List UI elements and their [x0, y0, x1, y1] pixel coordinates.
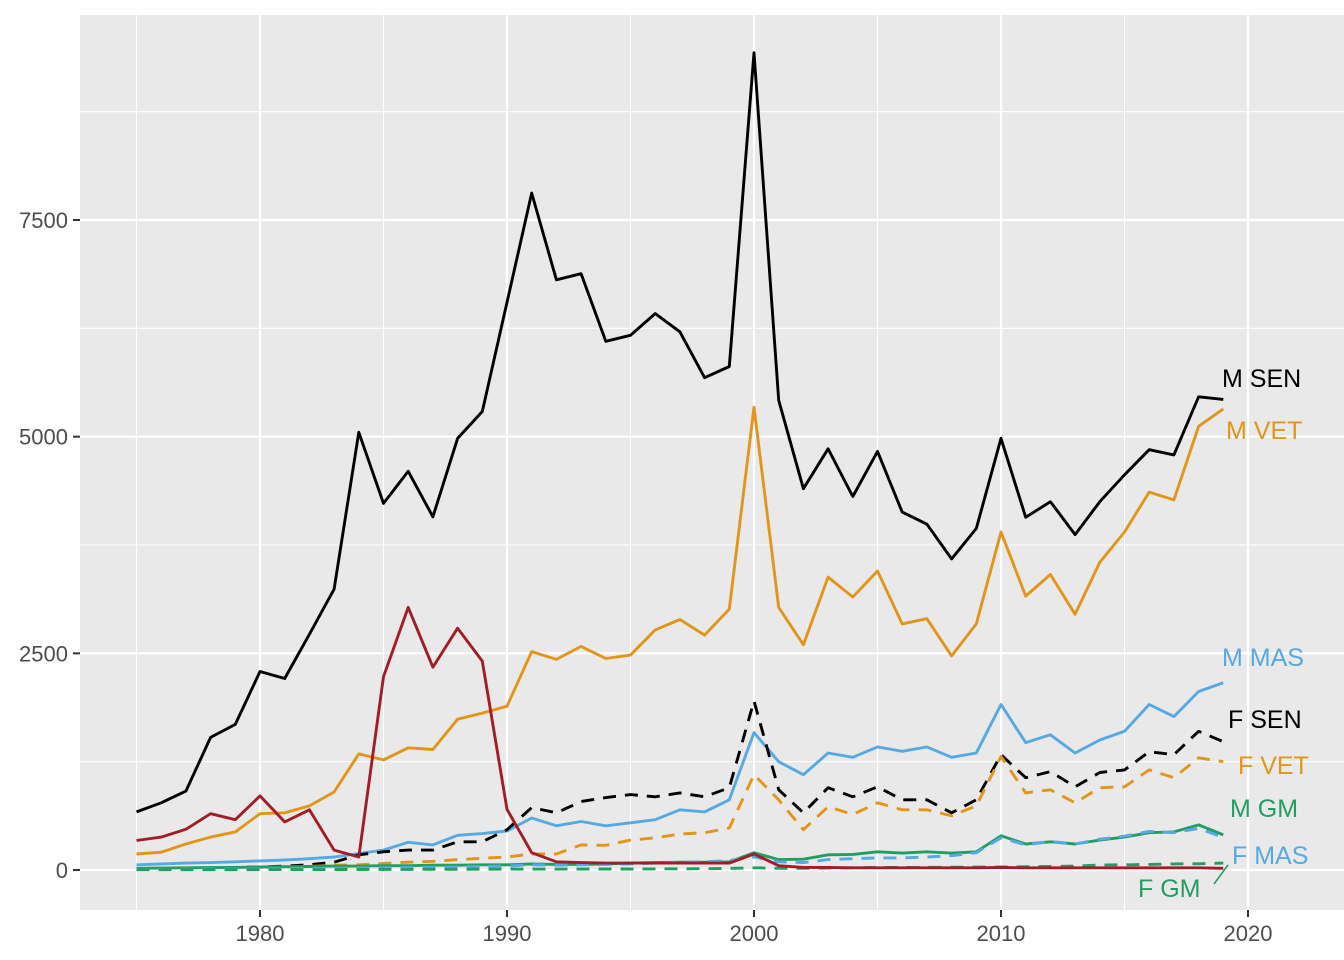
plot-panel: [80, 15, 1344, 910]
series-line-m-vet: [136, 405, 1225, 856]
x-axis-label: 2010: [977, 921, 1026, 946]
x-axis-label: 2020: [1224, 921, 1273, 946]
series-line-m-sen: [135, 51, 1224, 814]
label-leader-line: [1213, 864, 1229, 885]
series-line-f-sen: [136, 699, 1224, 871]
x-axis-label: 2000: [730, 921, 779, 946]
y-axis-label: 2500: [19, 641, 68, 666]
series-label-m-gm: M GM: [1230, 795, 1298, 823]
series-label-f-mas: F MAS: [1232, 842, 1308, 870]
series-label-m-mas: M MAS: [1222, 644, 1304, 672]
series-label-m-sen: M SEN: [1222, 365, 1301, 393]
y-axis-label: 0: [56, 858, 68, 883]
x-axis-label: 1980: [236, 921, 285, 946]
x-axis-label: 1990: [483, 921, 532, 946]
series-label-m-vet: M VET: [1226, 417, 1302, 445]
y-axis-label: 7500: [19, 208, 68, 233]
series-line-line: [136, 605, 1224, 870]
series-label-f-gm: F GM: [1138, 875, 1201, 903]
y-axis-label: 5000: [19, 425, 68, 450]
series-label-f-vet: F VET: [1238, 752, 1309, 780]
series-label-f-sen: F SEN: [1228, 706, 1302, 734]
series-line-m-mas: [136, 681, 1224, 867]
